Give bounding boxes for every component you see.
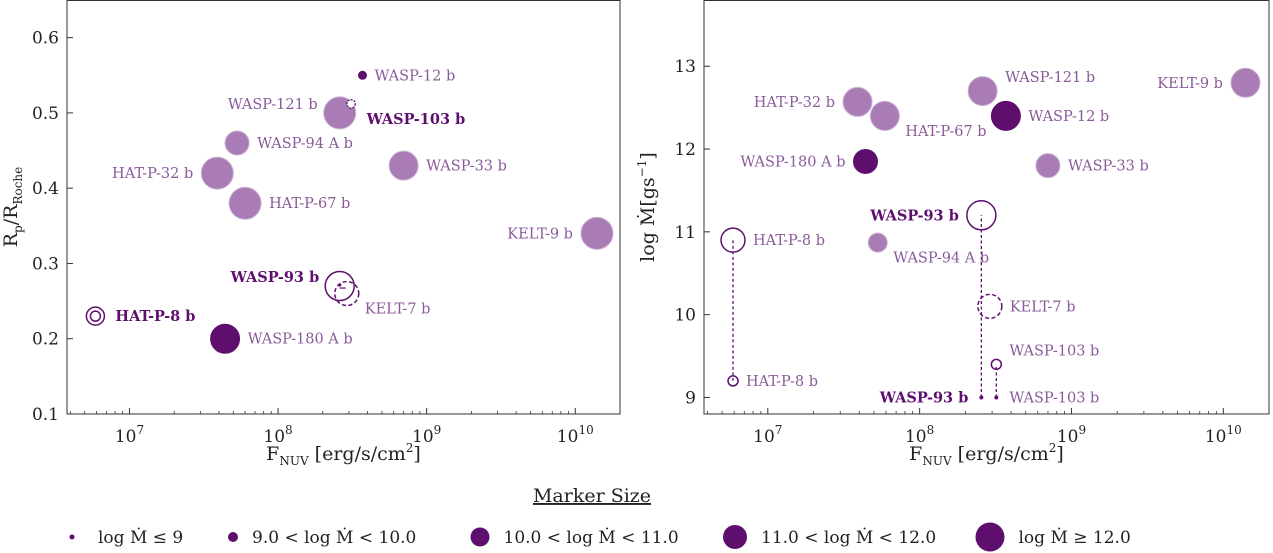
x-axis-label: FNUV [erg/s/cm2] — [909, 441, 1064, 468]
legend-marker-1 — [69, 534, 75, 540]
wasp-12-b-label: WASP-12 b — [374, 68, 455, 84]
y-tick-label: 13 — [674, 57, 696, 77]
wasp-94-a-b-label: WASP-94 A b — [257, 136, 353, 152]
y-tick-label: 0.2 — [32, 330, 59, 350]
x-tick-label: 1010 — [1205, 423, 1242, 447]
legend-label-5: log Ṁ ≥ 12.0 — [1019, 527, 1131, 548]
y-tick-label: 0.3 — [32, 254, 59, 274]
kelt-7-b-label: KELT-7 b — [365, 302, 431, 318]
wasp-103-b-label: WASP-103 b — [366, 111, 466, 128]
kelt-9-b-label: KELT-9 b — [507, 226, 573, 242]
legend-marker-5 — [975, 522, 1005, 552]
y-tick-label: 9 — [685, 388, 696, 408]
wasp-12-b-marker — [990, 100, 1021, 131]
x-tick-label: 1010 — [557, 423, 594, 447]
wasp-103-b-marker — [990, 358, 1003, 371]
hat-p-67-b-label: HAT-P-67 b — [905, 124, 986, 140]
hat-p-8-b-label: HAT-P-8 b — [115, 308, 195, 325]
x-tick-label: 109 — [412, 423, 441, 447]
wasp-93-b-marker — [966, 200, 997, 231]
hat-p-8-b-label: HAT-P-8 b — [753, 233, 825, 249]
hat-p-32-b-label: HAT-P-32 b — [754, 95, 835, 111]
x-axis-label: FNUV [erg/s/cm2] — [266, 441, 421, 468]
kelt-7-b-marker — [334, 280, 360, 307]
x-tick-label: 108 — [905, 423, 934, 447]
hat-p-32-b-marker — [200, 156, 234, 190]
y-tick-label: 11 — [674, 223, 696, 243]
hat-p-32-b-label: HAT-P-32 b — [112, 166, 193, 182]
legend-label-3: 10.0 < log Ṁ < 11.0 — [504, 527, 679, 548]
wasp-93-b-marker — [979, 395, 984, 400]
hat-p-67-b-marker — [869, 100, 900, 131]
y-axis-label: log Ṁ[gs−1] — [635, 152, 659, 262]
wasp-33-b-marker — [388, 150, 419, 181]
x-tick-label: 109 — [1057, 423, 1086, 447]
wasp-33-b-label: WASP-33 b — [426, 159, 507, 175]
wasp-180-a-b-label: WASP-180 A b — [740, 154, 845, 170]
wasp-103-b-marker — [994, 395, 999, 400]
y-tick-label: 0.5 — [32, 104, 59, 124]
y-tick-label: 12 — [674, 140, 696, 160]
wasp-93-b-label: WASP-93 b — [230, 269, 320, 286]
wasp-93-b-label: WASP-93 b — [869, 207, 959, 224]
wasp-93-b-marker — [324, 270, 355, 302]
kelt-7-b-label: KELT-7 b — [1010, 299, 1076, 315]
kelt-7-b-marker — [977, 293, 1003, 320]
plot-frame — [703, 0, 1270, 415]
wasp-121-b-label: WASP-121 b — [1005, 70, 1095, 86]
wasp-121-b-label: WASP-121 b — [228, 97, 318, 113]
hat-p-8-b-marker-inner — [89, 310, 102, 322]
wasp-12-b-marker — [357, 70, 367, 80]
legend-marker-2 — [228, 532, 238, 542]
y-axis-label: Rp/RRoche — [0, 167, 25, 248]
hat-p-67-b-label: HAT-P-67 b — [269, 196, 350, 212]
wasp-180-a-b-label: WASP-180 A b — [248, 332, 353, 348]
y-tick-label: 0.4 — [32, 179, 59, 199]
hat-p-67-b-marker — [228, 186, 262, 220]
legend-label-1: log Ṁ ≤ 9 — [98, 527, 183, 548]
y-tick-label: 0.1 — [32, 405, 59, 425]
wasp-180-a-b-marker — [210, 323, 241, 354]
hat-p-8-b-marker — [720, 227, 746, 253]
legend-marker-3 — [470, 527, 490, 547]
kelt-9-b-marker — [1230, 67, 1261, 98]
marker-size-legend: Marker Size log Ṁ ≤ 9 9.0 < log Ṁ < 10.0 1… — [69, 485, 1131, 552]
wasp-121-b-marker — [967, 76, 998, 107]
wasp-103-b-label: WASP-103 b — [1009, 343, 1099, 359]
kelt-9-b-marker — [580, 216, 614, 250]
hat-p-8-b-marker — [727, 375, 739, 387]
x-tick-label: 107 — [753, 423, 782, 447]
wasp-33-b-marker — [1035, 153, 1061, 179]
hat-p-8-b-marker — [85, 306, 106, 326]
kelt-9-b-label: KELT-9 b — [1157, 76, 1223, 92]
wasp-103-b-marker — [346, 99, 356, 109]
legend-label-2: 9.0 < log Ṁ < 10.0 — [252, 527, 416, 548]
y-tick-label: 0.6 — [32, 29, 59, 49]
legend-marker-4 — [723, 525, 747, 549]
wasp-94-a-b-label: WASP-94 A b — [893, 251, 989, 267]
wasp-33-b-label: WASP-33 b — [1068, 159, 1149, 175]
wasp-103-b-label: WASP-103 b — [1009, 390, 1099, 406]
wasp-12-b-label: WASP-12 b — [1028, 109, 1109, 125]
hat-p-8-b-label: HAT-P-8 b — [746, 374, 818, 390]
right-panel: 9 10 11 12 13 107 108 109 1010 FNUV [erg/s/cm2] lo… — [635, 0, 1270, 468]
y-tick-label: 10 — [674, 306, 696, 326]
hat-p-32-b-marker — [842, 86, 873, 117]
wasp-93-b-label: WASP-93 b — [879, 389, 969, 406]
x-tick-label: 107 — [115, 423, 144, 447]
plot-frame — [66, 0, 621, 415]
wasp-94-a-b-marker — [867, 232, 888, 253]
x-tick-label: 108 — [263, 423, 292, 447]
legend-title: Marker Size — [533, 485, 651, 507]
left-panel: 0.1 0.2 0.3 0.4 0.5 0.6 107 108 109 1010 FNUV [erg… — [0, 0, 621, 468]
wasp-94-a-b-marker — [224, 130, 250, 156]
legend-label-4: 11.0 < log Ṁ < 12.0 — [761, 527, 936, 548]
wasp-180-a-b-marker — [852, 148, 878, 174]
